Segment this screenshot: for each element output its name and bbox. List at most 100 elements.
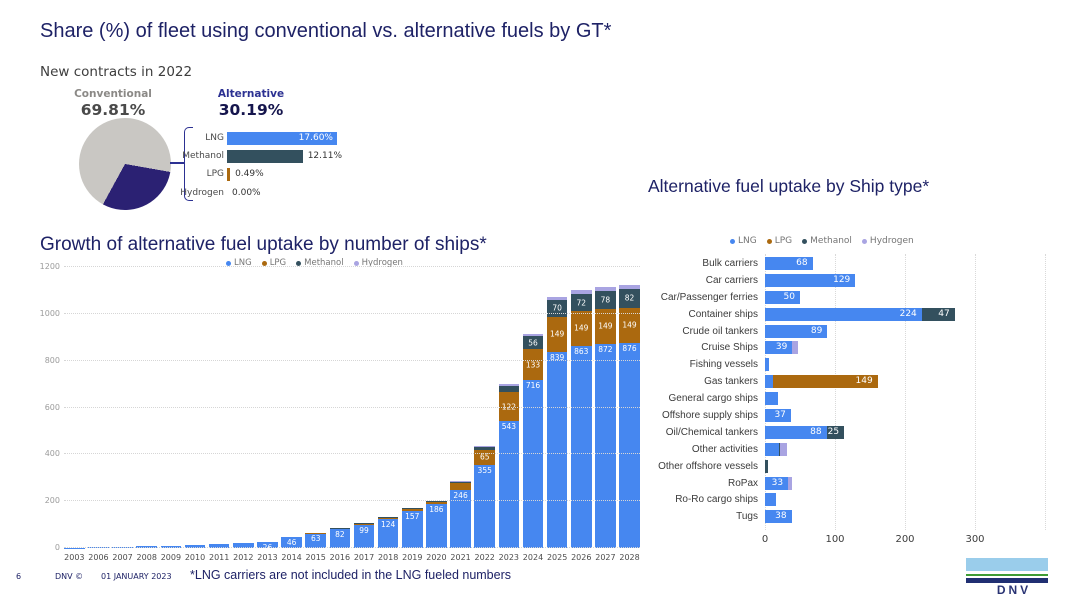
y-tick-label: 600	[44, 402, 60, 412]
bar-segment-methanol	[765, 459, 768, 473]
breakdown-value: 0.00%	[232, 187, 261, 198]
bar-segment-lpg: 133	[522, 349, 544, 381]
bar-track: 129	[765, 273, 1060, 287]
stacked-bar-2023: 543 122 2023	[498, 384, 520, 562]
conventional-share: Conventional 69.81%	[58, 88, 168, 121]
legend-dot	[353, 260, 359, 266]
bar-value: 129	[833, 274, 851, 285]
category-label: Car carriers	[705, 274, 758, 286]
bar-value: 50	[783, 291, 795, 302]
breakdown-value: 17.60%	[298, 133, 333, 144]
breakdown-bar	[227, 149, 303, 163]
stacked-bar-2018: 124 2018	[377, 516, 399, 562]
bar-segment-lpg	[329, 528, 351, 529]
footer-date: 01 JANUARY 2023	[101, 572, 172, 581]
growth-bars: 2003 2006 2007 2008 2009 2010 2011 2012 26 2013 46…	[64, 267, 640, 562]
alternative-value: 30.19%	[218, 101, 284, 120]
stacked-bar-2021: 246 2021	[450, 481, 471, 562]
breakdown-value: 0.49%	[235, 169, 264, 180]
bar-segment-lng	[765, 442, 779, 456]
logo-text: DNV	[996, 583, 1032, 597]
ship-row: Gas tankers 149	[650, 373, 1060, 390]
stacked-bar-2009: 2009	[160, 545, 182, 562]
bar-track	[765, 459, 1060, 473]
x-tick-label: 2017	[353, 553, 375, 562]
bar-value: 149	[574, 323, 589, 333]
bar-value: 355	[477, 465, 492, 475]
x-tick-label: 2007	[112, 553, 133, 562]
bar-value: 47	[938, 308, 950, 319]
bar-segment-lpg	[450, 483, 471, 491]
bar-value: 68	[796, 257, 808, 268]
ship-row: Car carriers 129	[650, 272, 1060, 289]
legend-item: LPG	[766, 236, 793, 246]
bar-segment-lng: 46	[281, 537, 302, 548]
bar-value: 82	[335, 529, 345, 539]
bar-segment-lng: 716	[522, 380, 544, 548]
bar-value: 133	[525, 360, 541, 370]
stacked-bar-2017: 99 2017	[353, 522, 375, 562]
x-tick-label: 2018	[377, 553, 399, 562]
x-tick-label: 2024	[522, 553, 544, 562]
stacked-bar-2027: 872 149 78 2027	[595, 286, 616, 562]
category-label: Offshore supply ships	[662, 409, 758, 421]
bar-value: 25	[827, 426, 840, 437]
bar-value: 88	[810, 426, 822, 437]
bar-value: 65	[479, 452, 490, 462]
ship-row: Container ships 224 47	[650, 306, 1060, 323]
category-label: Other offshore vessels	[658, 460, 758, 472]
alternative-label: Alternative	[217, 88, 285, 100]
ship-row: RoPax 33	[650, 475, 1060, 492]
conventional-label: Conventional	[74, 88, 152, 100]
y-tick-label: 1000	[39, 308, 60, 318]
bar-track	[765, 392, 1060, 406]
bar-segment-methanol: 78	[595, 290, 616, 309]
bar-value: 63	[310, 534, 321, 544]
legend-item: LNG	[226, 258, 252, 268]
bar-value: 89	[810, 325, 823, 336]
bar-track: 149	[765, 375, 1060, 389]
legend-label: Methanol	[810, 236, 852, 246]
x-tick-label: 200	[895, 534, 915, 545]
legend-dot	[226, 260, 231, 266]
legend-label: LNG	[234, 258, 252, 268]
stacked-bar-2014: 46 2014	[281, 537, 302, 562]
bar-value: 157	[405, 512, 420, 522]
gridline	[64, 266, 640, 267]
bar-segment-methanol	[377, 516, 399, 518]
x-tick-label: 2025	[546, 553, 568, 562]
x-tick-label: 2006	[88, 553, 109, 562]
stacked-bar-2028: 876 149 82 2028	[619, 284, 640, 562]
bar-segment-lng: 38	[765, 510, 792, 524]
pie-bracket	[184, 127, 193, 201]
gridline	[765, 254, 766, 530]
category-label: Fishing vessels	[689, 359, 758, 371]
y-tick-label: 0	[54, 543, 60, 552]
legend-label: LPG	[774, 236, 793, 246]
bar-segment-lng: 99	[353, 524, 375, 548]
x-tick-label: 2027	[595, 553, 616, 562]
x-tick-label: 2028	[619, 553, 640, 562]
gridline	[975, 254, 976, 530]
legend-dot	[766, 238, 772, 244]
bar-value: 82	[624, 293, 635, 303]
bar-value: 124	[380, 519, 396, 529]
stacked-bar-2011: 2011	[208, 544, 230, 562]
bar-value: 70	[552, 303, 562, 313]
x-tick-label: 2016	[329, 553, 351, 562]
x-tick-label: 2020	[426, 553, 447, 562]
bar-segment-hydrogen	[570, 290, 592, 295]
breakdown-value: 12.11%	[307, 151, 343, 162]
shiptype-chart-title: Alternative fuel uptake by Ship type*	[648, 176, 930, 196]
ship-row: Other offshore vessels	[650, 458, 1060, 475]
bar-value: 876	[622, 343, 637, 353]
bar-segment-lpg: 149	[773, 375, 878, 389]
bar-value: 543	[501, 421, 517, 431]
legend-item: Methanol	[802, 236, 852, 246]
breakdown-row: Hydrogen 0.00%	[180, 184, 342, 202]
bar-track: 50	[765, 290, 1060, 304]
bar-segment-lng: 63	[305, 533, 327, 548]
breakdown-row: LPG 0.49%	[180, 165, 342, 183]
breakdown-label: LNG	[205, 133, 224, 144]
footer-copyright: DNV ©	[55, 572, 84, 581]
